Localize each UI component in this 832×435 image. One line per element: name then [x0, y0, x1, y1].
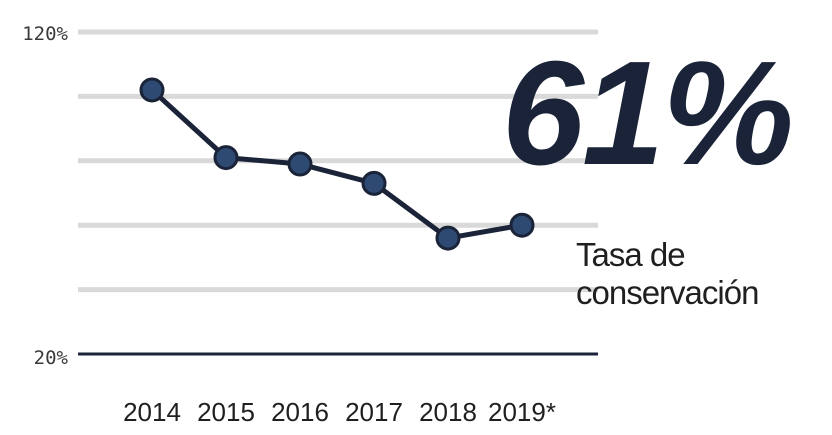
data-point: [287, 151, 313, 177]
data-point: [213, 145, 239, 171]
x-tick-label: 2014: [123, 397, 181, 427]
x-tick-label: 2016: [271, 397, 329, 427]
x-tick-label: 2017: [345, 397, 403, 427]
x-tick-label: 2019*: [488, 397, 556, 427]
data-point: [361, 170, 387, 196]
data-point: [139, 77, 165, 103]
data-point: [435, 225, 461, 251]
series-layer: [139, 77, 535, 251]
kpi-value: 61%: [501, 31, 794, 196]
y-tick-label-min: 20%: [34, 347, 69, 369]
x-tick-label: 2015: [197, 397, 255, 427]
y-tick-label-max: 120%: [22, 23, 68, 45]
x-tick-label: 2018: [419, 397, 477, 427]
kpi-label: Tasa de conservación: [576, 236, 759, 311]
x-tick-labels: 2014 2015 2016 2017 2018 2019*: [123, 397, 556, 427]
series-line: [150, 88, 523, 241]
data-point: [509, 212, 535, 238]
